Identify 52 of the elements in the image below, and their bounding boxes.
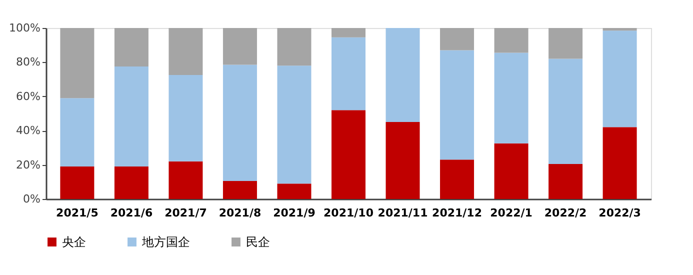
x-tick-label: 2022/2: [544, 206, 587, 220]
bar: [494, 28, 528, 53]
bar: [168, 161, 203, 199]
x-tick-label: 2021/10: [324, 206, 374, 220]
legend-label: 民企: [246, 235, 270, 249]
y-tick-label: 20%: [16, 158, 40, 172]
bar: [114, 166, 148, 199]
bar: [440, 50, 474, 160]
x-tick-label: 2021/8: [218, 206, 262, 220]
bar: [602, 28, 637, 31]
bar: [277, 66, 312, 184]
bar: [494, 52, 528, 144]
bar: [548, 58, 583, 164]
bar: [60, 166, 94, 199]
bar: [60, 98, 94, 167]
x-tick-label: 2021/6: [110, 206, 153, 220]
legend-label: 地方国企: [141, 235, 190, 249]
bar: [332, 110, 366, 199]
bar: [222, 64, 257, 182]
bar: [386, 122, 420, 199]
bar: [548, 28, 583, 59]
x-tick-label: 2021/11: [378, 206, 428, 220]
x-tick-label: 2021/12: [432, 206, 482, 220]
bar: [277, 184, 312, 199]
bar: [602, 127, 637, 199]
y-tick-label: 0%: [23, 192, 40, 206]
bar: [440, 28, 474, 50]
bar: [440, 160, 474, 199]
bar: [168, 28, 203, 76]
x-tick-label: 2022/1: [490, 206, 532, 220]
legend-label: 央企: [62, 235, 86, 249]
bar: [332, 28, 366, 38]
bar: [168, 75, 203, 162]
bar: [114, 28, 148, 66]
bar: [602, 30, 637, 128]
y-tick-label: 60%: [16, 90, 40, 103]
y-tick-label: 80%: [16, 56, 40, 69]
bar: [222, 181, 257, 199]
x-tick-label: 2021/9: [273, 206, 316, 220]
x-tick-label: 2022/3: [598, 206, 641, 220]
y-tick-label: 100%: [9, 22, 40, 34]
bar: [386, 28, 420, 122]
bar: [222, 28, 257, 65]
y-tick-label: 40%: [16, 124, 40, 138]
bar: [332, 37, 366, 110]
bar: [494, 143, 528, 199]
bar: [277, 28, 312, 66]
bar: [548, 164, 583, 199]
x-tick-label: 2021/7: [164, 206, 207, 220]
bar: [60, 28, 94, 98]
x-tick-label: 2021/5: [56, 206, 98, 220]
bar: [114, 66, 148, 167]
